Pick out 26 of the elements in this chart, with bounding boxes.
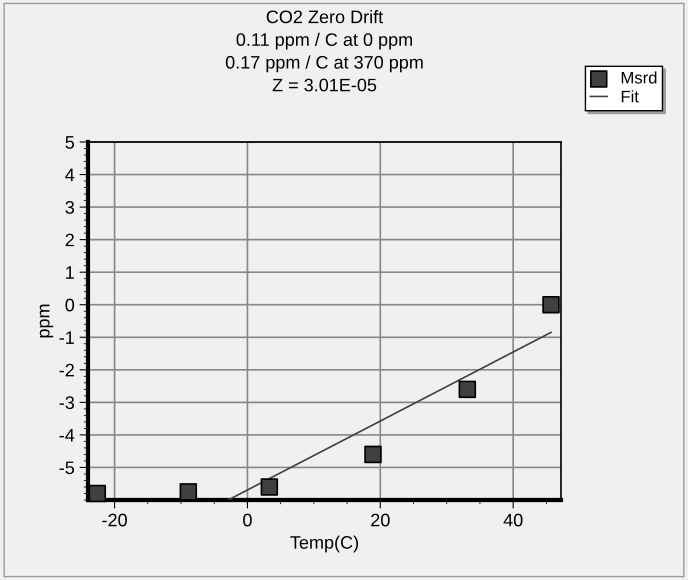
y-tick-label: 3 xyxy=(65,201,74,214)
y-tick-label: -3 xyxy=(60,396,74,410)
y-tick-label: 4 xyxy=(65,168,74,182)
point xyxy=(458,380,476,398)
x-tick-label: 20 xyxy=(371,514,390,526)
y-tick-label: 5 xyxy=(65,136,74,149)
point xyxy=(364,446,382,464)
point xyxy=(260,478,278,496)
y-tick-label: -1 xyxy=(60,331,74,344)
y-tick-label: 0 xyxy=(65,298,74,312)
point xyxy=(542,296,560,314)
x-axis-title: Temp(C) xyxy=(290,536,358,552)
y-tick-label: 2 xyxy=(66,234,74,246)
point xyxy=(180,483,198,501)
legend-label: Fit xyxy=(622,90,639,102)
x-tick-label: 0 xyxy=(243,514,252,526)
x-tick-label: -20 xyxy=(102,514,127,526)
point xyxy=(88,484,106,502)
y-tick-label: -4 xyxy=(60,429,74,442)
y-tick-label: -2 xyxy=(60,364,74,376)
chart-title: CO2 Zero Drift 0.11 ppm / C at 0 ppm 0.17 ppm / C at 370 ppm Z = 3.01E-05 xyxy=(226,10,423,92)
legend-label: Msrd xyxy=(622,71,656,84)
y-axis-title: ppm xyxy=(40,304,54,338)
y-tick-label: -5 xyxy=(60,462,74,474)
y-tick-label: 1 xyxy=(66,266,74,279)
x-tick-label: 40 xyxy=(504,514,523,526)
